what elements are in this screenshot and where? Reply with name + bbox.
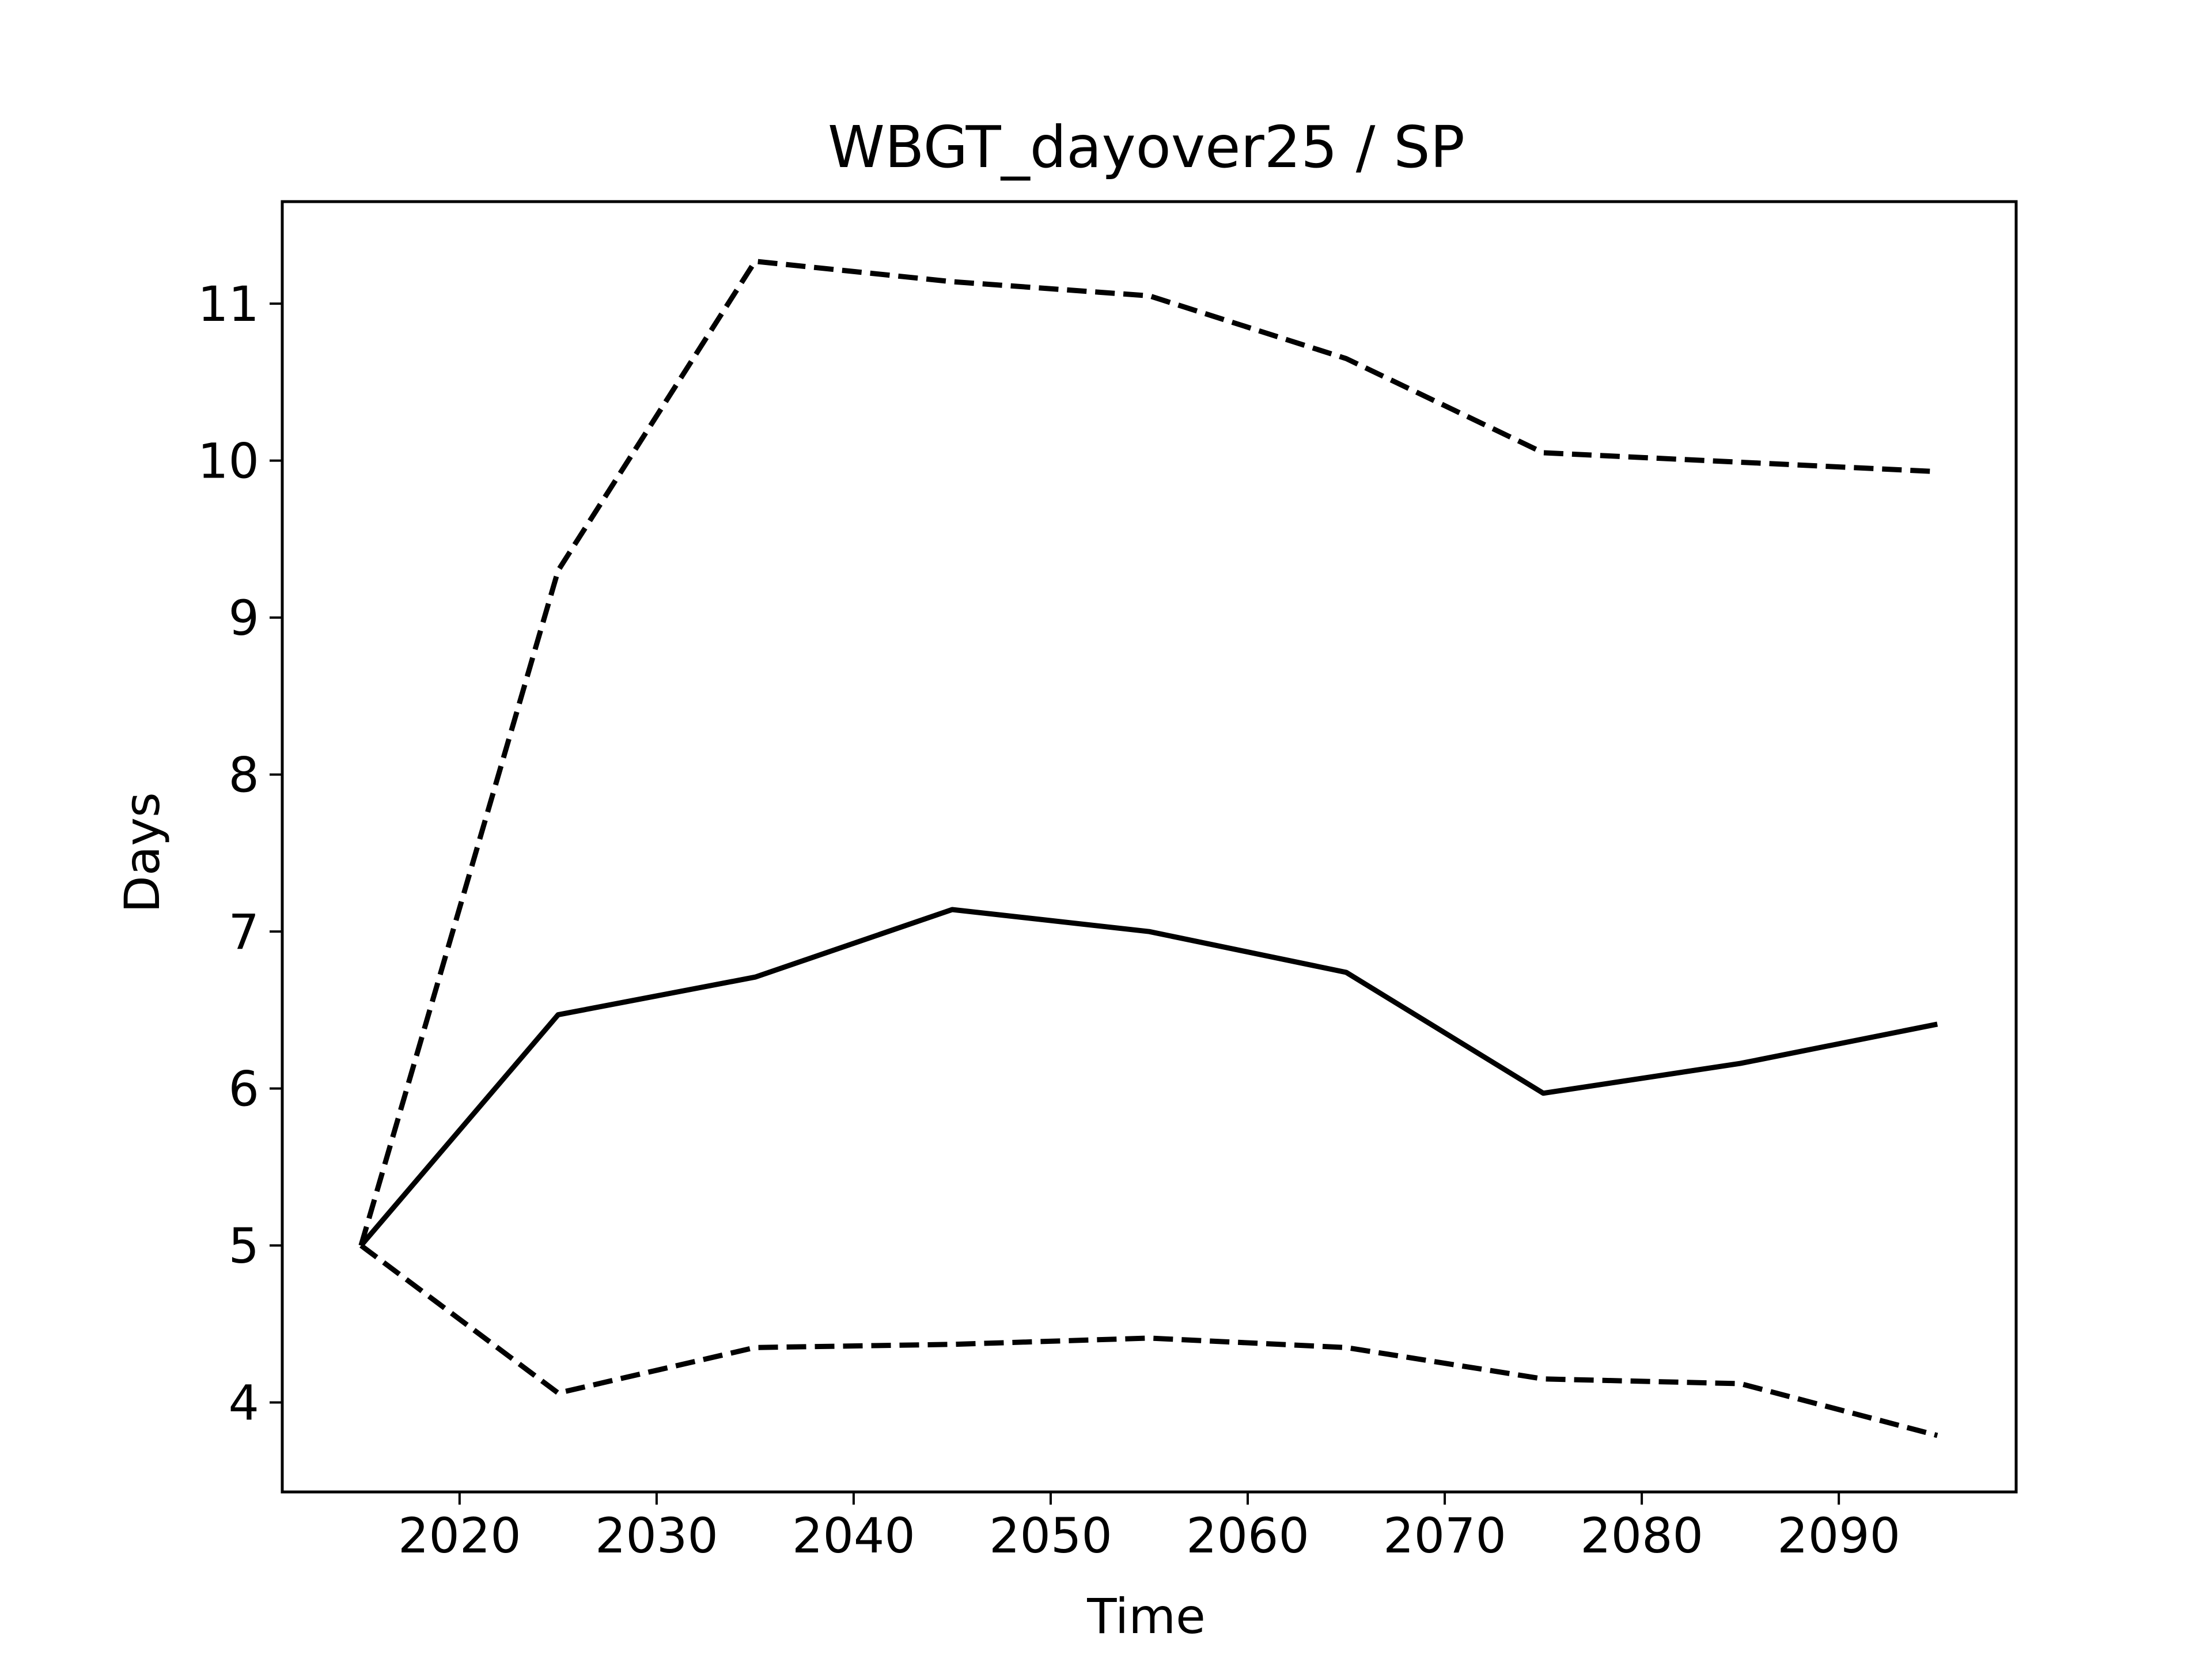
x-tick-label: 2060 [1186, 1508, 1309, 1564]
chart-title: WBGT_dayover25 / SP [828, 113, 1465, 181]
x-tick-label: 2070 [1383, 1508, 1506, 1564]
x-tick-label: 2050 [989, 1508, 1112, 1564]
y-tick-label: 10 [198, 433, 259, 490]
x-axis-label: Time [1086, 1588, 1206, 1645]
x-tick-label: 2020 [398, 1508, 521, 1564]
series-line-2 [358, 259, 1938, 1247]
x-tick-label: 2040 [792, 1508, 915, 1564]
y-axis-ticks: 4 5 6 7 8 9 10 11 [198, 276, 282, 1431]
series-line-3 [359, 1243, 1938, 1438]
y-tick-label: 7 [229, 904, 259, 960]
series-line-1 [359, 907, 1938, 1248]
series-layer [358, 259, 1938, 1438]
x-axis-ticks: 2020 2030 2040 2050 2060 2070 2080 2090 [398, 1492, 1900, 1564]
y-tick-label: 5 [229, 1218, 259, 1274]
y-tick-label: 4 [229, 1375, 259, 1431]
plot-area-frame [281, 200, 2018, 1494]
y-tick-label: 11 [198, 276, 259, 332]
x-tick-label: 2080 [1580, 1508, 1703, 1564]
y-axis-label: Days [114, 792, 171, 913]
y-tick-label: 9 [229, 590, 259, 646]
y-tick-label: 8 [229, 747, 259, 804]
y-tick-label: 6 [229, 1061, 259, 1118]
x-tick-label: 2030 [595, 1508, 718, 1564]
x-tick-label: 2090 [1777, 1508, 1900, 1564]
